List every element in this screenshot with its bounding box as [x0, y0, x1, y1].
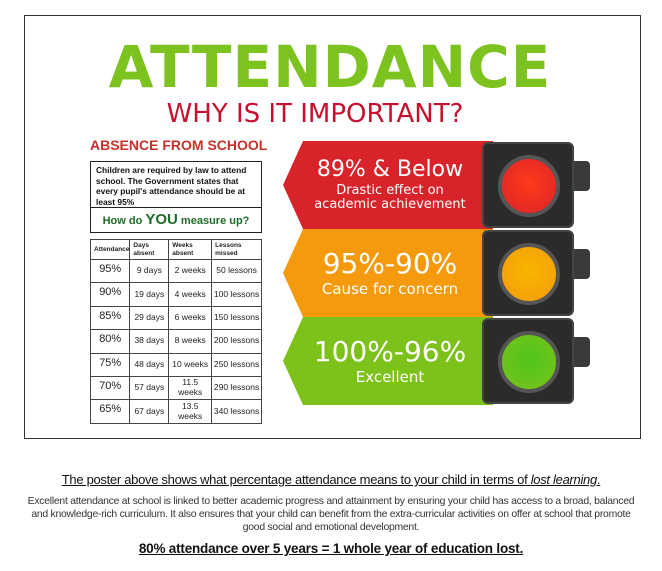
explanation: The poster above shows what percentage a…: [0, 472, 662, 556]
column-header: Days absent: [129, 239, 170, 260]
column-header: Weeks absent: [168, 239, 213, 260]
line1-emphasis: lost learning: [530, 472, 598, 487]
table-cell: 11.5 weeks: [168, 375, 213, 401]
table-cell: 150 lessons: [211, 305, 262, 331]
table-cell: 67 days: [129, 399, 170, 424]
band-description: Excellent: [355, 367, 425, 386]
table-cell: 4 weeks: [168, 282, 213, 307]
attendance-band: 100%-96% Excellent: [283, 317, 493, 405]
column-header: Lessons missed: [211, 239, 262, 260]
table-cell: 2 weeks: [168, 258, 213, 284]
table-row: 90% 19 days 4 weeks 100 lessons: [89, 282, 262, 307]
table-cell: 19 days: [129, 282, 170, 307]
table-cell: 75%: [89, 352, 131, 377]
table-cell: 6 weeks: [168, 305, 213, 331]
table-cell: 48 days: [129, 352, 170, 377]
attendance-band: 95%-90% Cause for concern: [283, 229, 493, 317]
table-cell: 85%: [89, 305, 131, 331]
lamp-icon: [498, 155, 560, 217]
column-header: Attendance: [89, 239, 131, 260]
table-cell: 10 weeks: [168, 352, 213, 377]
lamp-icon: [498, 243, 560, 305]
table-row: 70% 57 days 11.5 weeks 290 lessons: [89, 375, 262, 401]
table-cell: 200 lessons: [211, 329, 262, 354]
poster-explanation: The poster above shows what percentage a…: [0, 472, 662, 487]
measure-you: YOU: [145, 211, 178, 228]
table-cell: 29 days: [129, 305, 170, 331]
section-heading: ABSENCE FROM SCHOOL: [90, 137, 268, 153]
table-cell: 8 weeks: [168, 329, 213, 354]
line1-text: The poster above shows what percentage a…: [61, 472, 531, 487]
lamp-icon: [498, 331, 560, 393]
line1-end: .: [596, 472, 601, 487]
benefits-paragraph: Excellent attendance at school is linked…: [27, 496, 635, 533]
band-range: 89% & Below: [316, 156, 464, 182]
table-row: 95% 9 days 2 weeks 50 lessons: [89, 258, 262, 284]
absence-table: Attendance Days absent Weeks absent Lessons…: [89, 239, 262, 424]
table-cell: 38 days: [129, 329, 170, 354]
table-cell: 9 days: [129, 258, 170, 284]
table-cell: 100 lessons: [211, 282, 262, 307]
table-row: 75% 48 days 10 weeks 250 lessons: [89, 352, 262, 377]
table-cell: 250 lessons: [211, 352, 262, 377]
table-row: 65% 67 days 13.5 weeks 340 lessons: [89, 399, 262, 424]
info-box: Children are required by law to attend s…: [90, 161, 262, 233]
measure-pre: How do: [102, 215, 146, 227]
key-statistic: 80% attendance over 5 years = 1 whole ye…: [138, 541, 524, 556]
measure-post: measure up?: [177, 215, 250, 227]
table-cell: 65%: [89, 399, 131, 424]
table-cell: 90%: [89, 282, 131, 307]
table-cell: 80%: [89, 329, 131, 354]
table-cell: 13.5 weeks: [168, 399, 213, 424]
table-row: 80% 38 days 8 weeks 200 lessons: [89, 329, 262, 354]
poster-subtitle: WHY IS IT IMPORTANT?: [166, 99, 464, 129]
traffic-light: [482, 142, 574, 228]
band-description: Cause for concern: [321, 279, 459, 298]
band-range: 95%-90%: [322, 246, 458, 280]
table-row: 85% 29 days 6 weeks 150 lessons: [89, 305, 262, 331]
traffic-light: [482, 230, 574, 316]
poster-title: ATTENDANCE: [108, 33, 552, 101]
attendance-band: 89% & Below Drastic effect on academic ac…: [283, 141, 493, 229]
band-description: Drastic effect on academic achievement: [314, 182, 466, 213]
measure-up-text: How do YOU measure up?: [91, 208, 261, 233]
table-cell: 95%: [89, 258, 131, 284]
table-cell: 340 lessons: [211, 399, 262, 424]
table-cell: 70%: [89, 375, 131, 401]
table-cell: 50 lessons: [211, 258, 262, 284]
traffic-light: [482, 318, 574, 404]
table-cell: 57 days: [129, 375, 170, 401]
band-range: 100%-96%: [313, 334, 467, 368]
attendance-poster: ATTENDANCE WHY IS IT IMPORTANT? ABSENCE …: [24, 15, 641, 439]
info-text: Children are required by law to attend s…: [91, 162, 261, 208]
table-cell: 290 lessons: [211, 375, 262, 401]
